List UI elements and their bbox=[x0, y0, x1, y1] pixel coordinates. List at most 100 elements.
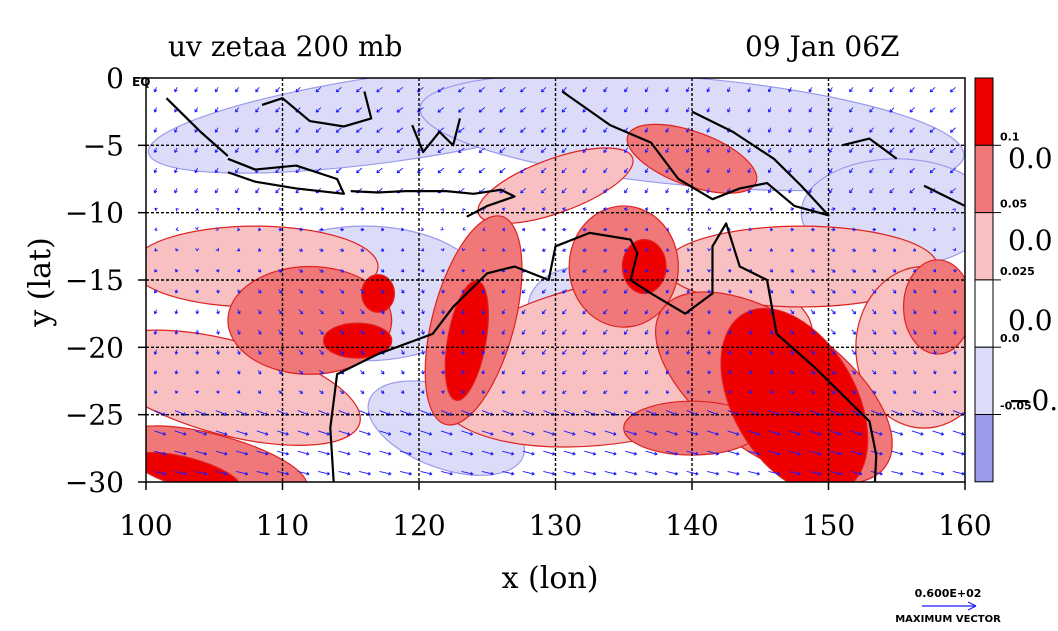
wind-vector bbox=[297, 471, 310, 476]
wind-vector bbox=[645, 227, 649, 232]
wind-vector bbox=[215, 430, 228, 436]
wind-vector bbox=[319, 390, 324, 394]
wind-vector bbox=[257, 370, 262, 375]
colorbar-level-label: 0.025 bbox=[1000, 265, 1035, 278]
wind-vector bbox=[257, 329, 262, 335]
wind-vector bbox=[603, 207, 608, 212]
wind-vector bbox=[461, 289, 466, 294]
wind-vector bbox=[543, 430, 556, 436]
vorticity-contour bbox=[444, 280, 489, 401]
wind-vector bbox=[849, 147, 854, 153]
wind-vector bbox=[850, 471, 863, 476]
wind-vector bbox=[478, 107, 486, 113]
vector-reference: 0.600E+02 MAXIMUM VECTOR bbox=[895, 587, 1001, 625]
wind-vector bbox=[665, 370, 670, 375]
wind-vector bbox=[421, 349, 425, 355]
wind-vector bbox=[338, 450, 351, 456]
wind-vector bbox=[540, 107, 547, 113]
colorbar-level-label: 0.05 bbox=[1000, 198, 1027, 211]
wind-vector bbox=[215, 450, 228, 456]
wind-vector bbox=[727, 370, 732, 375]
wind-vector bbox=[748, 390, 752, 394]
wind-vector bbox=[603, 147, 608, 153]
wind-vector bbox=[315, 107, 322, 113]
wind-vector bbox=[153, 349, 158, 355]
wind-vector bbox=[929, 147, 936, 153]
wind-vector bbox=[194, 167, 198, 174]
wind-vector bbox=[665, 147, 669, 153]
wind-vector bbox=[707, 248, 712, 252]
wind-vector bbox=[727, 107, 731, 113]
wind-vector bbox=[748, 207, 752, 212]
wind-vector bbox=[216, 309, 220, 315]
wind-vector bbox=[195, 289, 200, 294]
wind-vector bbox=[933, 329, 937, 335]
wind-vector bbox=[727, 289, 732, 294]
wind-vector bbox=[603, 167, 608, 174]
wind-vector bbox=[319, 349, 324, 355]
wind-vector bbox=[540, 147, 547, 153]
wind-vector bbox=[420, 247, 425, 252]
wind-vector bbox=[153, 167, 158, 174]
wind-vector bbox=[297, 430, 310, 436]
wind-vector bbox=[686, 87, 690, 93]
wind-vector bbox=[809, 430, 822, 436]
wind-vector bbox=[335, 147, 342, 153]
wind-vector bbox=[380, 227, 385, 232]
wind-vector bbox=[278, 248, 283, 252]
wind-vector bbox=[481, 289, 486, 294]
wind-vector bbox=[872, 207, 877, 212]
wind-vector bbox=[809, 471, 822, 476]
colorbar-side-label: 0.0 bbox=[1008, 224, 1053, 257]
wind-vector bbox=[604, 430, 617, 436]
wind-vector bbox=[275, 107, 281, 113]
wind-vector bbox=[562, 369, 567, 375]
wind-vector bbox=[747, 450, 760, 456]
vector-reference-caption: MAXIMUM VECTOR bbox=[895, 614, 1001, 625]
wind-vector bbox=[562, 329, 567, 335]
wind-vector bbox=[153, 127, 158, 133]
wind-vector bbox=[603, 269, 608, 273]
wind-vector bbox=[297, 450, 310, 456]
wind-vector bbox=[808, 188, 813, 194]
wind-vector bbox=[499, 127, 506, 133]
wind-vector bbox=[769, 349, 774, 355]
wind-vector bbox=[277, 450, 289, 456]
wind-vector bbox=[909, 147, 915, 153]
wind-vector bbox=[665, 87, 669, 93]
wind-vector bbox=[849, 188, 854, 194]
wind-vector bbox=[808, 147, 813, 153]
wind-vector bbox=[686, 349, 691, 355]
wind-vector bbox=[542, 227, 546, 232]
equator-label: EQ bbox=[132, 75, 150, 89]
coastline bbox=[227, 157, 346, 195]
wind-vector bbox=[911, 450, 924, 456]
x-tick-label: 120 bbox=[392, 509, 445, 542]
wind-vector bbox=[788, 107, 792, 113]
wind-vector bbox=[235, 107, 240, 113]
wind-vector bbox=[810, 248, 815, 252]
wind-vector bbox=[339, 309, 345, 315]
wind-vector bbox=[194, 107, 198, 113]
wind-vector bbox=[851, 309, 857, 315]
wind-vector bbox=[563, 450, 576, 456]
wind-vector bbox=[461, 471, 474, 476]
wind-vector bbox=[889, 167, 895, 174]
wind-vector bbox=[275, 87, 281, 93]
wind-vector bbox=[582, 207, 587, 211]
wind-vector bbox=[153, 147, 158, 153]
wind-vector bbox=[767, 107, 772, 113]
wind-vector bbox=[582, 188, 588, 194]
wind-vector bbox=[932, 370, 937, 375]
wind-vector bbox=[541, 390, 547, 394]
wind-vector bbox=[932, 390, 937, 394]
wind-vector bbox=[235, 127, 240, 133]
wind-vector bbox=[767, 188, 772, 194]
wind-vector bbox=[215, 208, 219, 212]
wind-vector bbox=[582, 147, 588, 153]
wind-vector bbox=[769, 289, 774, 294]
wind-vector bbox=[257, 289, 262, 294]
wind-vector bbox=[892, 349, 897, 355]
wind-vector bbox=[769, 370, 774, 375]
wind-vector bbox=[501, 289, 506, 294]
